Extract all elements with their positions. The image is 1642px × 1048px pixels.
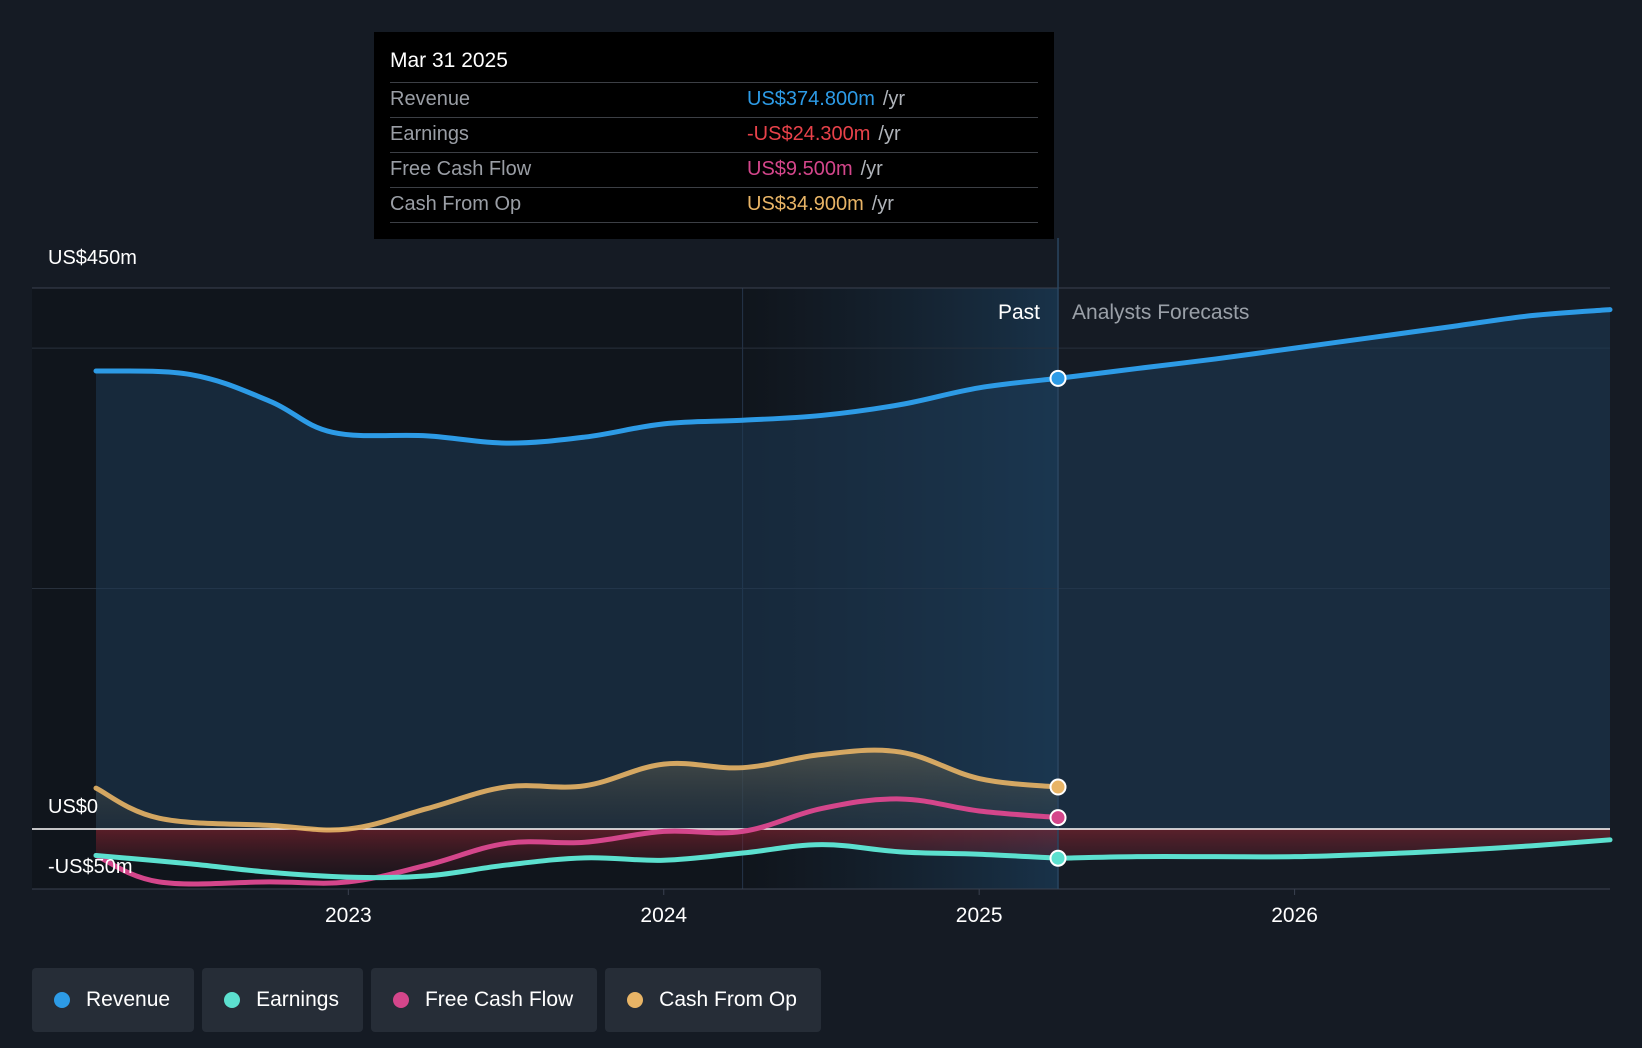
tooltip-unit: /yr xyxy=(860,158,883,180)
revenue-area xyxy=(96,309,1610,829)
legend-label: Earnings xyxy=(256,988,339,1011)
earnings-point xyxy=(1049,849,1067,867)
tooltip-label: Revenue xyxy=(390,88,471,110)
legend-item-free-cash-flow[interactable]: Free Cash Flow xyxy=(370,968,598,1032)
tooltip-row-earnings: Earnings -US$24.300m /yr xyxy=(390,117,1038,152)
tooltip-unit: /yr xyxy=(882,88,906,110)
legend-dot-icon xyxy=(54,992,70,1008)
tooltip-value: -US$24.300m xyxy=(747,123,871,145)
legend-label: Cash From Op xyxy=(659,988,797,1011)
free-cash-flow-point xyxy=(1049,809,1067,827)
legend-dot-icon xyxy=(627,992,644,1008)
revenue-point xyxy=(1049,369,1067,387)
tooltip-label: Earnings xyxy=(390,123,469,145)
legend-label: Revenue xyxy=(86,988,171,1011)
tooltip-label: Cash From Op xyxy=(390,193,522,215)
earnings-negative-area xyxy=(96,829,1610,878)
tooltip-unit: /yr xyxy=(878,123,901,145)
revenue-forecast-line xyxy=(1055,307,1613,381)
y-tick-label: US$450m xyxy=(48,247,137,269)
x-tick-label: 2026 xyxy=(1271,904,1318,927)
earnings-forecast-line xyxy=(1055,837,1613,861)
past-label: Past xyxy=(998,301,1040,324)
cash-from-op-line xyxy=(93,747,1061,833)
legend-item-revenue[interactable]: Revenue xyxy=(32,968,195,1032)
tooltip-unit: /yr xyxy=(871,193,894,215)
free-cash-flow-line xyxy=(93,796,1061,887)
forecast-label: Analysts Forecasts xyxy=(1072,301,1249,324)
tooltip-value: US$34.900m xyxy=(747,193,864,215)
chart-legend: Revenue Earnings Free Cash Flow Cash Fro… xyxy=(32,968,821,1032)
legend-dot-icon xyxy=(224,992,241,1008)
tooltip-row-free-cash-flow: Free Cash Flow US$9.500m /yr xyxy=(390,152,1038,187)
tooltip-row-cash-from-op: Cash From Op US$34.900m /yr xyxy=(390,187,1038,223)
legend-item-earnings[interactable]: Earnings xyxy=(202,968,363,1032)
tooltip-row-revenue: Revenue US$374.800m /yr xyxy=(390,82,1038,117)
x-tick-label: 2025 xyxy=(956,904,1003,927)
tooltip-label: Free Cash Flow xyxy=(390,158,532,180)
legend-item-cash-from-op[interactable]: Cash From Op xyxy=(605,968,821,1032)
x-tick-label: 2024 xyxy=(640,904,687,927)
tooltip-value: US$9.500m xyxy=(747,158,853,180)
cash-from-op-point xyxy=(1049,778,1067,796)
y-tick-label: US$0 xyxy=(48,796,98,818)
tooltip-date: Mar 31 2025 xyxy=(390,49,508,72)
y-tick-label: -US$50m xyxy=(48,856,132,878)
revenue-line xyxy=(93,368,1061,446)
legend-dot-icon xyxy=(392,992,409,1008)
earnings-line xyxy=(93,842,1061,881)
legend-label: Free Cash Flow xyxy=(424,988,574,1011)
tooltip-value: US$374.800m xyxy=(747,88,875,110)
data-tooltip: Mar 31 2025 Revenue US$374.800m /yr Earn… xyxy=(374,32,1054,239)
x-tick-label: 2023 xyxy=(325,904,372,927)
